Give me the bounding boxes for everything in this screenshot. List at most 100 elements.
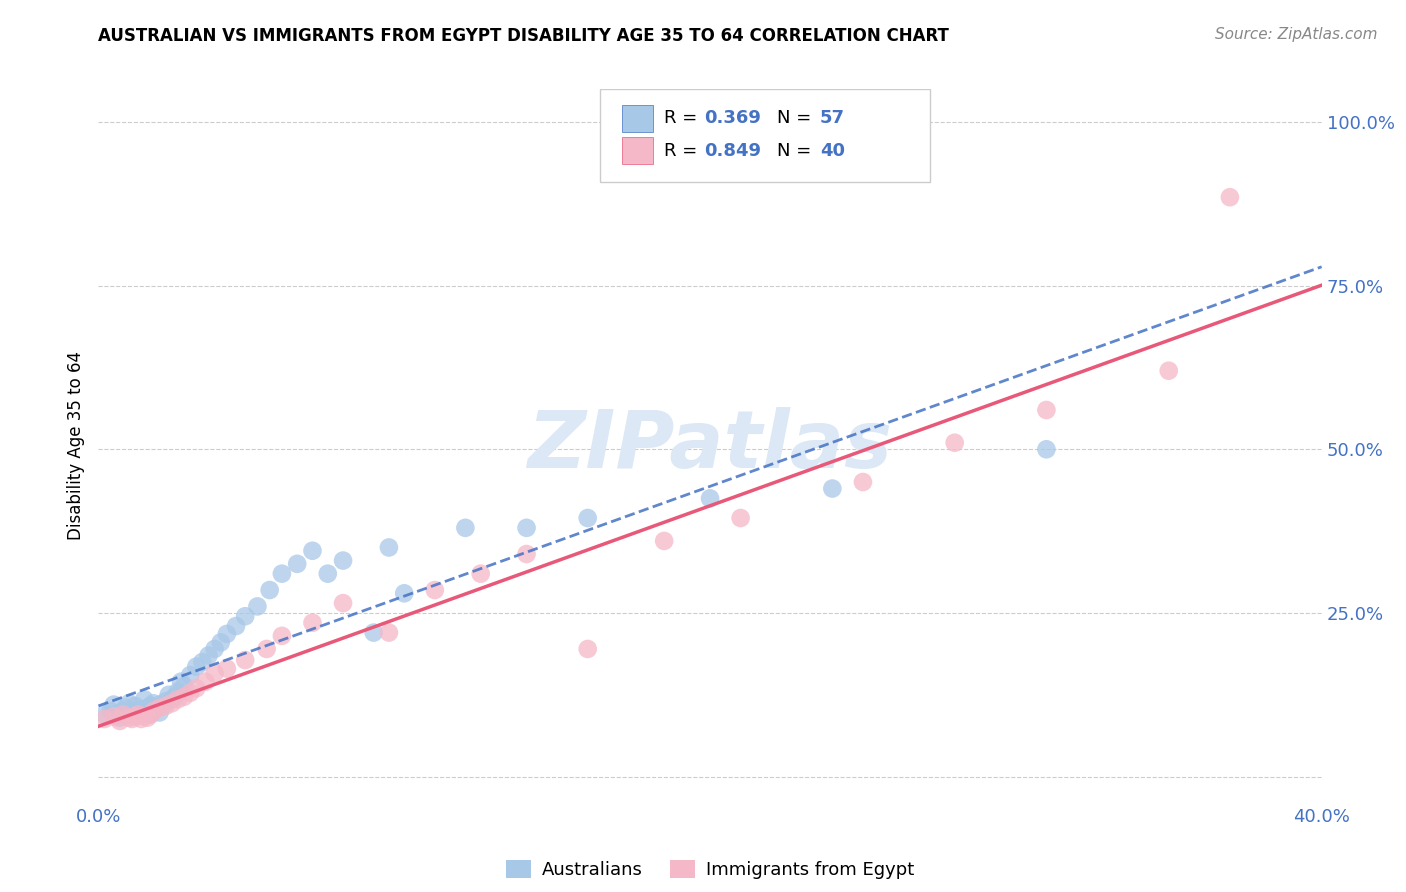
Text: N =: N =	[778, 110, 817, 128]
Point	[124, 707, 146, 722]
Point	[108, 711, 131, 725]
Point	[821, 482, 844, 496]
Text: R =: R =	[664, 142, 703, 160]
Point	[118, 711, 141, 725]
Text: 0.849: 0.849	[704, 142, 761, 160]
Text: R =: R =	[664, 110, 703, 128]
Point	[378, 625, 401, 640]
Point	[363, 625, 385, 640]
Point	[215, 627, 238, 641]
Point	[136, 701, 159, 715]
Point	[163, 690, 186, 704]
Point	[233, 609, 256, 624]
Point	[93, 707, 115, 722]
Point	[233, 653, 256, 667]
Point	[259, 582, 281, 597]
Point	[516, 547, 538, 561]
Legend: Australians, Immigrants from Egypt: Australians, Immigrants from Egypt	[499, 853, 921, 887]
Point	[576, 642, 599, 657]
Y-axis label: Disability Age 35 to 64: Disability Age 35 to 64	[66, 351, 84, 541]
FancyBboxPatch shape	[621, 137, 652, 164]
Point	[129, 712, 152, 726]
Point	[134, 704, 156, 718]
Point	[134, 692, 156, 706]
Text: ZIPatlas: ZIPatlas	[527, 407, 893, 485]
Point	[149, 698, 172, 712]
Text: AUSTRALIAN VS IMMIGRANTS FROM EGYPT DISABILITY AGE 35 TO 64 CORRELATION CHART: AUSTRALIAN VS IMMIGRANTS FROM EGYPT DISA…	[98, 27, 949, 45]
FancyBboxPatch shape	[621, 105, 652, 132]
Point	[301, 615, 323, 630]
Point	[378, 541, 401, 555]
Point	[316, 566, 339, 581]
Point	[652, 533, 675, 548]
Point	[105, 707, 128, 722]
Text: 0.369: 0.369	[704, 110, 761, 128]
Point	[118, 707, 141, 722]
Point	[470, 566, 492, 581]
Point	[285, 557, 308, 571]
Point	[392, 586, 416, 600]
Point	[152, 698, 174, 713]
Point	[1035, 403, 1057, 417]
Point	[100, 704, 122, 718]
Point	[301, 543, 323, 558]
Point	[179, 686, 201, 700]
Point	[1219, 190, 1241, 204]
Point	[134, 709, 156, 723]
Point	[194, 674, 217, 689]
Point	[186, 681, 208, 696]
Point	[204, 666, 226, 681]
Point	[139, 707, 162, 722]
Text: 57: 57	[820, 110, 845, 128]
Point	[103, 698, 125, 712]
Point	[730, 511, 752, 525]
Point	[129, 703, 152, 717]
Point	[423, 582, 446, 597]
Point	[139, 698, 162, 713]
Point	[142, 696, 165, 710]
Point	[121, 704, 143, 718]
Point	[1157, 364, 1180, 378]
Point	[145, 701, 167, 715]
Point	[246, 599, 269, 614]
Point	[155, 698, 177, 713]
Point	[111, 704, 134, 718]
Point	[699, 491, 721, 506]
Point	[149, 701, 172, 715]
Point	[191, 655, 214, 669]
Point	[270, 566, 292, 581]
Point	[170, 674, 193, 689]
Point	[149, 706, 172, 720]
Point	[93, 712, 115, 726]
Point	[167, 692, 190, 706]
Text: Source: ZipAtlas.com: Source: ZipAtlas.com	[1215, 27, 1378, 42]
Point	[121, 712, 143, 726]
Point	[225, 619, 247, 633]
Point	[204, 642, 226, 657]
Point	[115, 701, 138, 715]
Point	[454, 521, 477, 535]
Point	[943, 435, 966, 450]
Point	[127, 704, 149, 718]
Point	[111, 707, 134, 722]
Point	[516, 521, 538, 535]
Text: 40: 40	[820, 142, 845, 160]
Point	[124, 709, 146, 723]
Point	[576, 511, 599, 525]
Point	[155, 694, 177, 708]
Point	[108, 714, 131, 728]
Point	[215, 662, 238, 676]
Point	[186, 659, 208, 673]
Point	[129, 707, 152, 722]
Point	[270, 629, 292, 643]
FancyBboxPatch shape	[600, 89, 931, 182]
Point	[332, 553, 354, 567]
Point	[256, 642, 278, 657]
Point	[173, 679, 195, 693]
Point	[179, 668, 201, 682]
Point	[139, 707, 162, 722]
Point	[127, 707, 149, 722]
Point	[103, 709, 125, 723]
Point	[167, 684, 190, 698]
Point	[124, 698, 146, 713]
